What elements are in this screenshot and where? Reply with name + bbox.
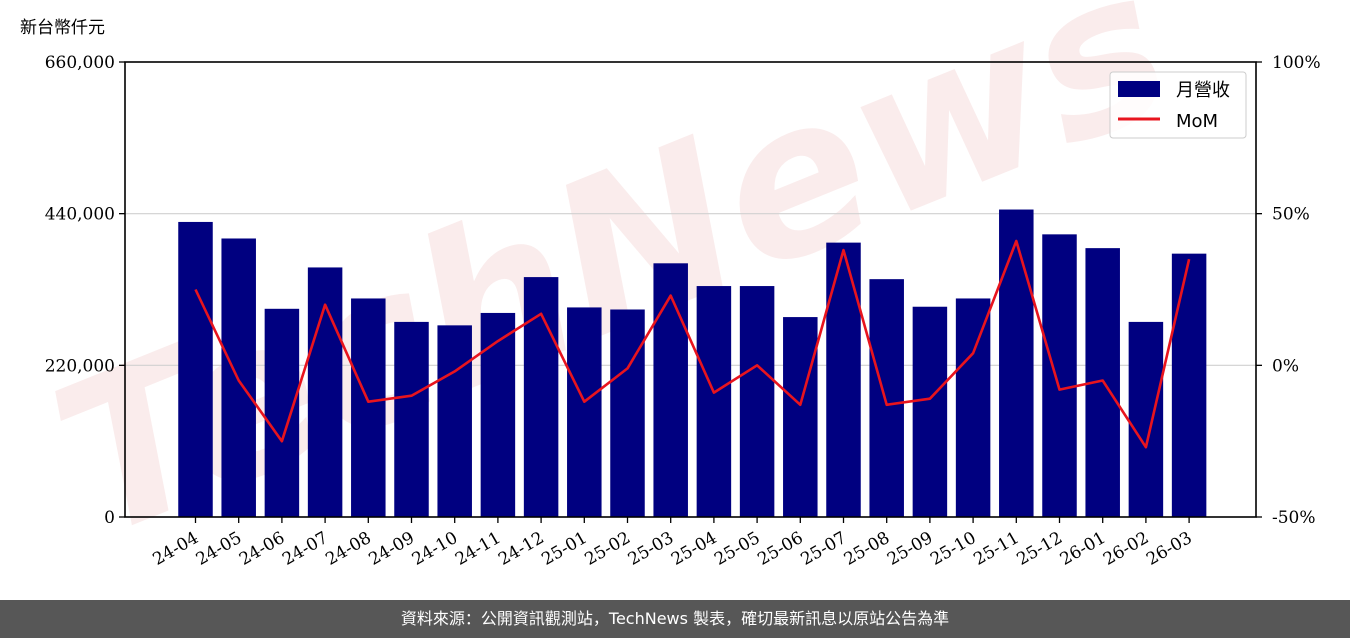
bar-25-10 [955, 298, 991, 517]
x-tick-label: 24-08 [322, 528, 374, 570]
x-tick-label: 25-08 [841, 528, 893, 570]
x-tick-label: 25-09 [884, 528, 936, 570]
x-tick-label: 24-10 [409, 528, 461, 570]
mom-line [194, 239, 1191, 449]
x-tick-label: 26-03 [1143, 528, 1195, 570]
bar-24-06 [264, 308, 300, 517]
bar-24-09 [394, 321, 429, 517]
bar-24-07 [307, 267, 343, 517]
bar-25-02 [610, 309, 645, 517]
x-tick-label: 25-11 [970, 528, 1022, 570]
left-tick-label: 660,000 [45, 53, 115, 73]
bar-25-07 [826, 242, 861, 517]
x-tick-label: 26-01 [1057, 528, 1109, 570]
x-tick-label: 25-02 [582, 528, 634, 570]
bar-24-11 [480, 312, 516, 517]
legend-bar-label: 月營收 [1176, 80, 1230, 101]
bar-25-09 [912, 306, 948, 517]
left-axis-unit-label: 新台幣仟元 [20, 18, 105, 38]
x-tick-label: 25-04 [668, 528, 720, 570]
revenue-chart: TechNews 0220,000440,000660,000-50%0%50%… [20, 0, 1321, 585]
right-tick-label: -50% [1272, 508, 1316, 528]
source-footer: 資料來源：公開資訊觀測站，TechNews 製表，確切最新訊息以原站公告為準 [0, 600, 1350, 638]
x-tick-label: 25-07 [798, 528, 850, 570]
x-tick-label: 25-05 [711, 528, 763, 570]
legend-line-label: MoM [1176, 111, 1218, 132]
bar-25-12 [1042, 234, 1077, 517]
x-tick-label: 24-11 [452, 528, 504, 570]
x-tick-label: 24-06 [236, 528, 288, 570]
x-tick-label: 24-09 [366, 528, 418, 570]
left-tick-label: 440,000 [45, 205, 115, 225]
x-tick-label: 25-10 [927, 528, 979, 570]
bar-24-10 [437, 325, 472, 517]
bar-25-04 [696, 286, 732, 517]
bar-24-04 [178, 221, 213, 517]
bar-25-11 [999, 209, 1034, 517]
left-tick-label: 220,000 [45, 356, 115, 376]
bar-25-08 [869, 279, 904, 517]
bar-25-03 [653, 263, 688, 517]
plot-frame [124, 61, 1257, 518]
x-tick-label: 25-01 [538, 528, 590, 570]
x-tick-label: 25-03 [625, 528, 677, 570]
right-tick-label: 50% [1272, 205, 1310, 225]
chart-legend: 月營收 MoM [1109, 71, 1247, 139]
bar-24-12 [523, 277, 559, 517]
right-tick-label: 0% [1272, 356, 1299, 376]
x-tick-label: 24-07 [279, 528, 331, 570]
bar-25-05 [739, 286, 775, 517]
x-tick-label: 26-02 [1100, 528, 1152, 570]
right-tick-label: 100% [1272, 53, 1321, 73]
bar-25-01 [567, 307, 602, 517]
bar-24-08 [351, 298, 386, 517]
legend-bar-swatch [1118, 81, 1160, 97]
bar-26-03 [1171, 253, 1207, 517]
x-tick-label: 24-12 [495, 528, 547, 570]
bar-26-02 [1128, 321, 1164, 517]
bar-25-06 [783, 317, 818, 517]
left-tick-label: 0 [104, 508, 115, 528]
x-tick-label: 25-12 [1014, 528, 1066, 570]
x-tick-label: 25-06 [754, 528, 806, 570]
